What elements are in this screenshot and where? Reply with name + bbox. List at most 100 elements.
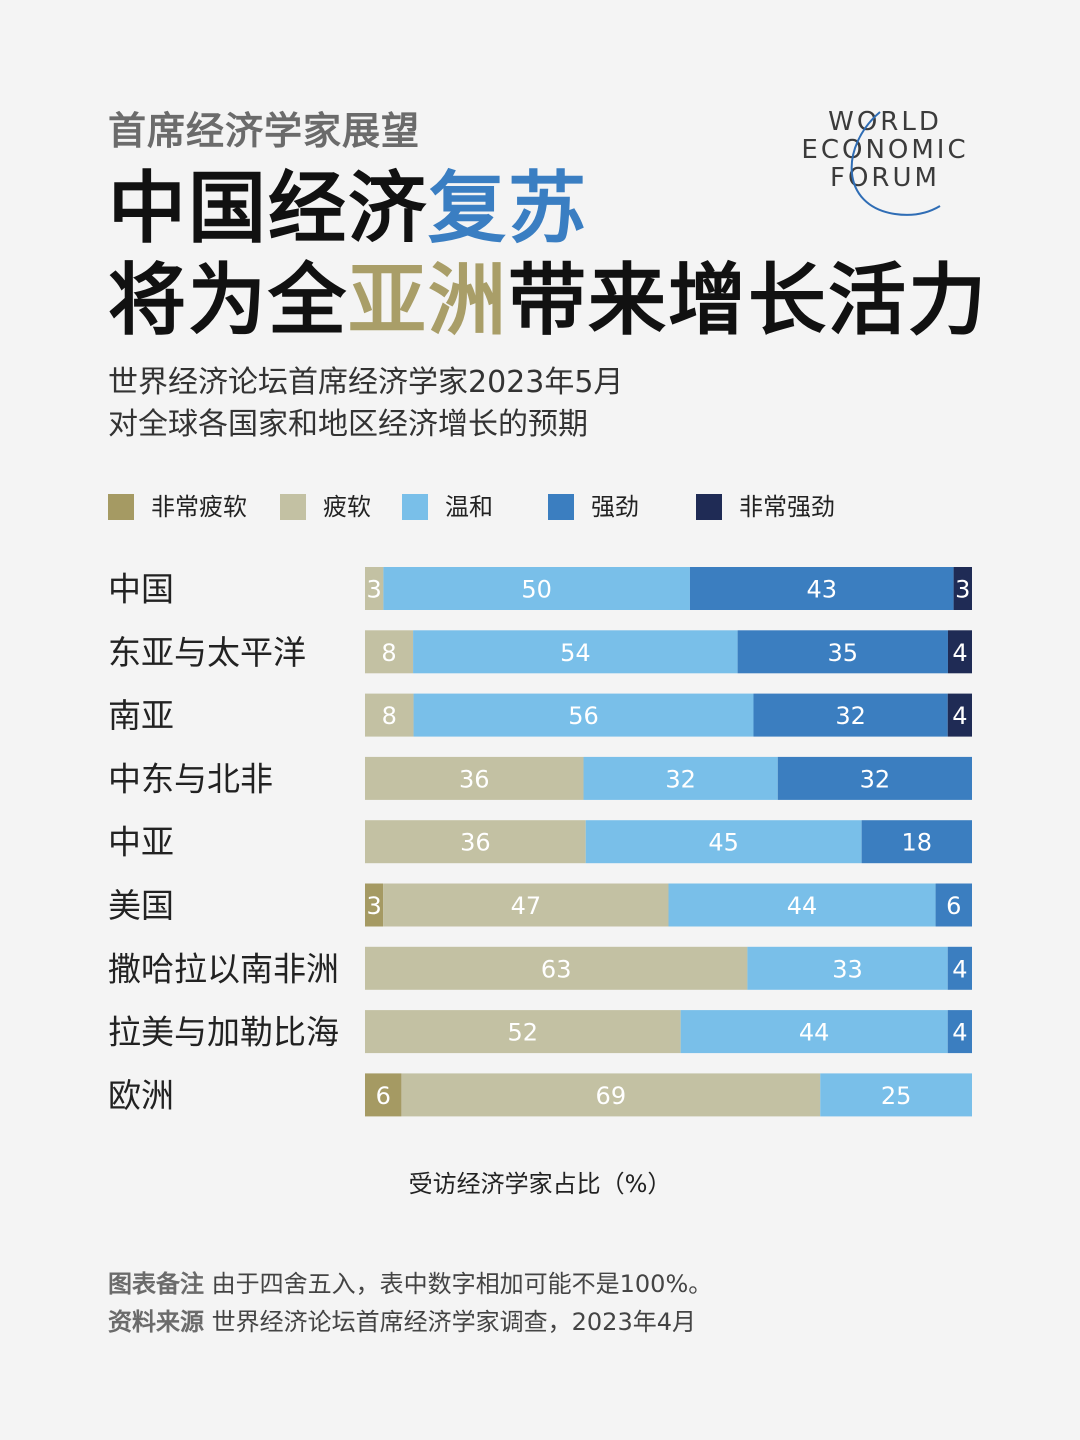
x-axis-title: 受访经济学家占比（%）	[408, 1170, 672, 1198]
legend-label: 非常强劲	[739, 493, 835, 521]
legend-swatch-weak	[280, 494, 306, 520]
data-label: 32	[665, 765, 696, 793]
bar-segment-moderate	[583, 756, 778, 800]
bar-segment-weak	[365, 630, 414, 674]
legend-swatch-very-weak	[108, 494, 134, 520]
legend-label: 疲软	[323, 493, 371, 521]
data-label: 69	[596, 1082, 627, 1110]
bar-segment-strong	[737, 630, 948, 674]
note-text: 由于四舍五入，表中数字相加可能不是100%。	[211, 1270, 713, 1298]
data-label: 32	[835, 702, 866, 730]
legend-label: 非常疲软	[151, 493, 247, 521]
legend-swatch-moderate	[402, 494, 428, 520]
bar-segment-weak	[365, 946, 748, 990]
data-label: 33	[832, 955, 863, 983]
legend-swatch-very-strong	[696, 494, 722, 520]
data-label: 36	[460, 829, 491, 857]
bar-segment-moderate	[680, 1010, 948, 1054]
headline-part: 带来增长活力	[508, 256, 989, 346]
chart-note: 图表备注 由于四舍五入，表中数字相加可能不是100%。	[108, 1264, 712, 1299]
data-label: 35	[828, 639, 859, 667]
bar-segment-moderate	[413, 693, 754, 737]
data-label: 47	[511, 892, 542, 920]
bar-segment-strong	[935, 883, 972, 927]
kicker: 首席经济学家展望	[108, 109, 421, 153]
bar-segment-moderate	[585, 820, 862, 864]
bar-segment-strong	[689, 567, 954, 610]
bar-segment-strong	[777, 756, 972, 800]
data-label: 3	[955, 576, 970, 604]
bar-segment-moderate	[668, 883, 936, 927]
category-label: 中国	[108, 570, 174, 609]
data-label: 8	[382, 702, 397, 730]
bar-segment-very-strong	[947, 630, 972, 674]
bar-segment-moderate	[747, 946, 948, 990]
data-label: 4	[952, 639, 967, 667]
note-label: 图表备注	[108, 1270, 204, 1298]
legend-label: 温和	[445, 493, 493, 521]
bar-segment-strong	[753, 693, 948, 737]
bar-segment-strong	[947, 946, 972, 990]
data-label: 44	[799, 1019, 830, 1047]
data-label: 56	[568, 702, 599, 730]
bar-segment-weak	[365, 820, 586, 864]
data-label: 3	[366, 892, 381, 920]
data-label: 4	[952, 1019, 967, 1047]
data-label: 4	[952, 955, 967, 983]
data-label: 6	[376, 1082, 391, 1110]
data-label: 63	[541, 955, 572, 983]
data-label: 3	[367, 576, 382, 604]
data-label: 6	[946, 892, 961, 920]
data-label: 32	[860, 765, 891, 793]
legend-label: 强劲	[591, 493, 639, 521]
bar-segment-very-strong	[953, 567, 972, 610]
data-label: 8	[381, 639, 396, 667]
bar-segment-weak	[383, 883, 669, 927]
logo-word-2: ECONOMIC	[801, 135, 969, 165]
bar-segment-weak	[365, 693, 414, 737]
category-label: 撒哈拉以南非洲	[108, 949, 339, 988]
legend: 非常疲软 疲软 温和 强劲 非常强劲	[108, 490, 908, 524]
headline-part: 将为全	[108, 256, 349, 346]
legend-swatch-strong	[548, 494, 574, 520]
source-label: 资料来源	[108, 1308, 204, 1336]
data-label: 4	[952, 702, 967, 730]
data-label: 44	[787, 892, 818, 920]
bar-segment-weak	[365, 756, 584, 800]
data-label: 43	[807, 576, 838, 604]
bar-segment-weak	[401, 1073, 821, 1117]
bar-segment-very-weak	[365, 883, 384, 927]
data-label: 18	[902, 829, 933, 857]
bar-segment-moderate	[413, 630, 738, 674]
category-label: 拉美与加勒比海	[108, 1013, 339, 1052]
data-label: 36	[459, 765, 490, 793]
headline-highlight-blue: 复苏	[428, 164, 589, 254]
data-label: 52	[508, 1019, 539, 1047]
category-label: 东亚与太平洋	[108, 633, 306, 672]
subtitle-line-1: 世界经济论坛首席经济学家2023年5月	[108, 365, 624, 400]
data-label: 50	[521, 576, 552, 604]
source-note: 资料来源 世界经济论坛首席经济学家调查，2023年4月	[108, 1302, 696, 1337]
headline-highlight-gold: 亚洲	[348, 256, 509, 346]
bar-segment-strong	[947, 1010, 972, 1054]
bar-segment-strong	[861, 820, 972, 864]
category-label: 欧洲	[108, 1076, 174, 1115]
data-label: 45	[708, 829, 739, 857]
headline-line-2: 将为全亚洲带来增长活力	[108, 262, 988, 340]
wef-logo: WORLD ECONOMIC FORUM	[790, 106, 980, 224]
subtitle-line-2: 对全球各国家和地区经济增长的预期	[108, 407, 588, 442]
category-label: 南亚	[108, 696, 174, 735]
bar-segment-very-weak	[365, 1073, 402, 1117]
bar-segment-weak	[365, 1010, 681, 1054]
subtitle: 世界经济论坛首席经济学家2023年5月 对全球各国家和地区经济增长的预期	[108, 362, 623, 446]
data-label: 25	[881, 1082, 912, 1110]
logo-word-3: FORUM	[830, 163, 940, 193]
category-label: 中亚	[108, 823, 174, 862]
source-text: 世界经济论坛首席经济学家调查，2023年4月	[211, 1308, 696, 1336]
data-label: 54	[560, 639, 591, 667]
headline-line-1: 中国经济复苏	[108, 170, 588, 248]
bar-segment-moderate	[820, 1073, 972, 1117]
bar-segment-very-strong	[947, 693, 972, 737]
category-label: 美国	[108, 886, 174, 925]
